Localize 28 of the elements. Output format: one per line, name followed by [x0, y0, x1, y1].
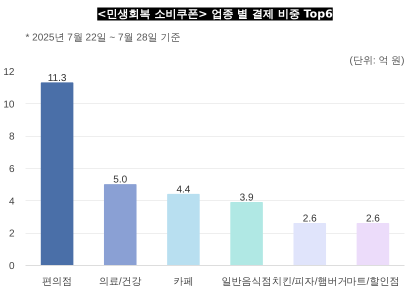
- data-label: 4.4: [176, 184, 191, 196]
- y-tick-label: 12: [3, 67, 15, 78]
- x-tick-label: 일반음식점: [222, 276, 272, 288]
- y-tick-label: 8: [8, 132, 15, 143]
- data-label: 3.9: [240, 192, 254, 204]
- y-tick-label: 10: [3, 99, 15, 110]
- x-tick-label: 의료/건강: [98, 276, 142, 288]
- y-tick-label: 4: [8, 196, 15, 208]
- bar: [293, 222, 326, 266]
- data-label: 11.3: [48, 72, 67, 84]
- data-label: 2.6: [366, 213, 380, 224]
- x-tick-label: 카페: [173, 276, 194, 288]
- bar: [40, 82, 74, 266]
- x-tick-label: 치킨/피자/햄버거: [272, 276, 348, 288]
- y-tick-label: 6: [8, 164, 15, 175]
- x-tick-label: 편의점: [42, 276, 72, 288]
- x-tick-label: 마트/할인점: [346, 276, 400, 288]
- text: (단위: 억 원): [350, 56, 405, 66]
- bar: [230, 202, 263, 266]
- y-tick-label: 2: [8, 228, 15, 240]
- chart-title: <민생회복 소비쿠폰> 업종 별 결제 비중 Top6: [97, 8, 334, 20]
- bar: [356, 222, 390, 266]
- data-label: 2.6: [302, 213, 318, 224]
- chart-subtitle: * 2025년 7월 22일 ~ 7월 28일 기준: [26, 32, 180, 44]
- y-tick-label: 0: [8, 261, 15, 272]
- bar: [104, 184, 137, 266]
- data-label: 5.0: [113, 174, 128, 186]
- bar: [167, 194, 200, 266]
